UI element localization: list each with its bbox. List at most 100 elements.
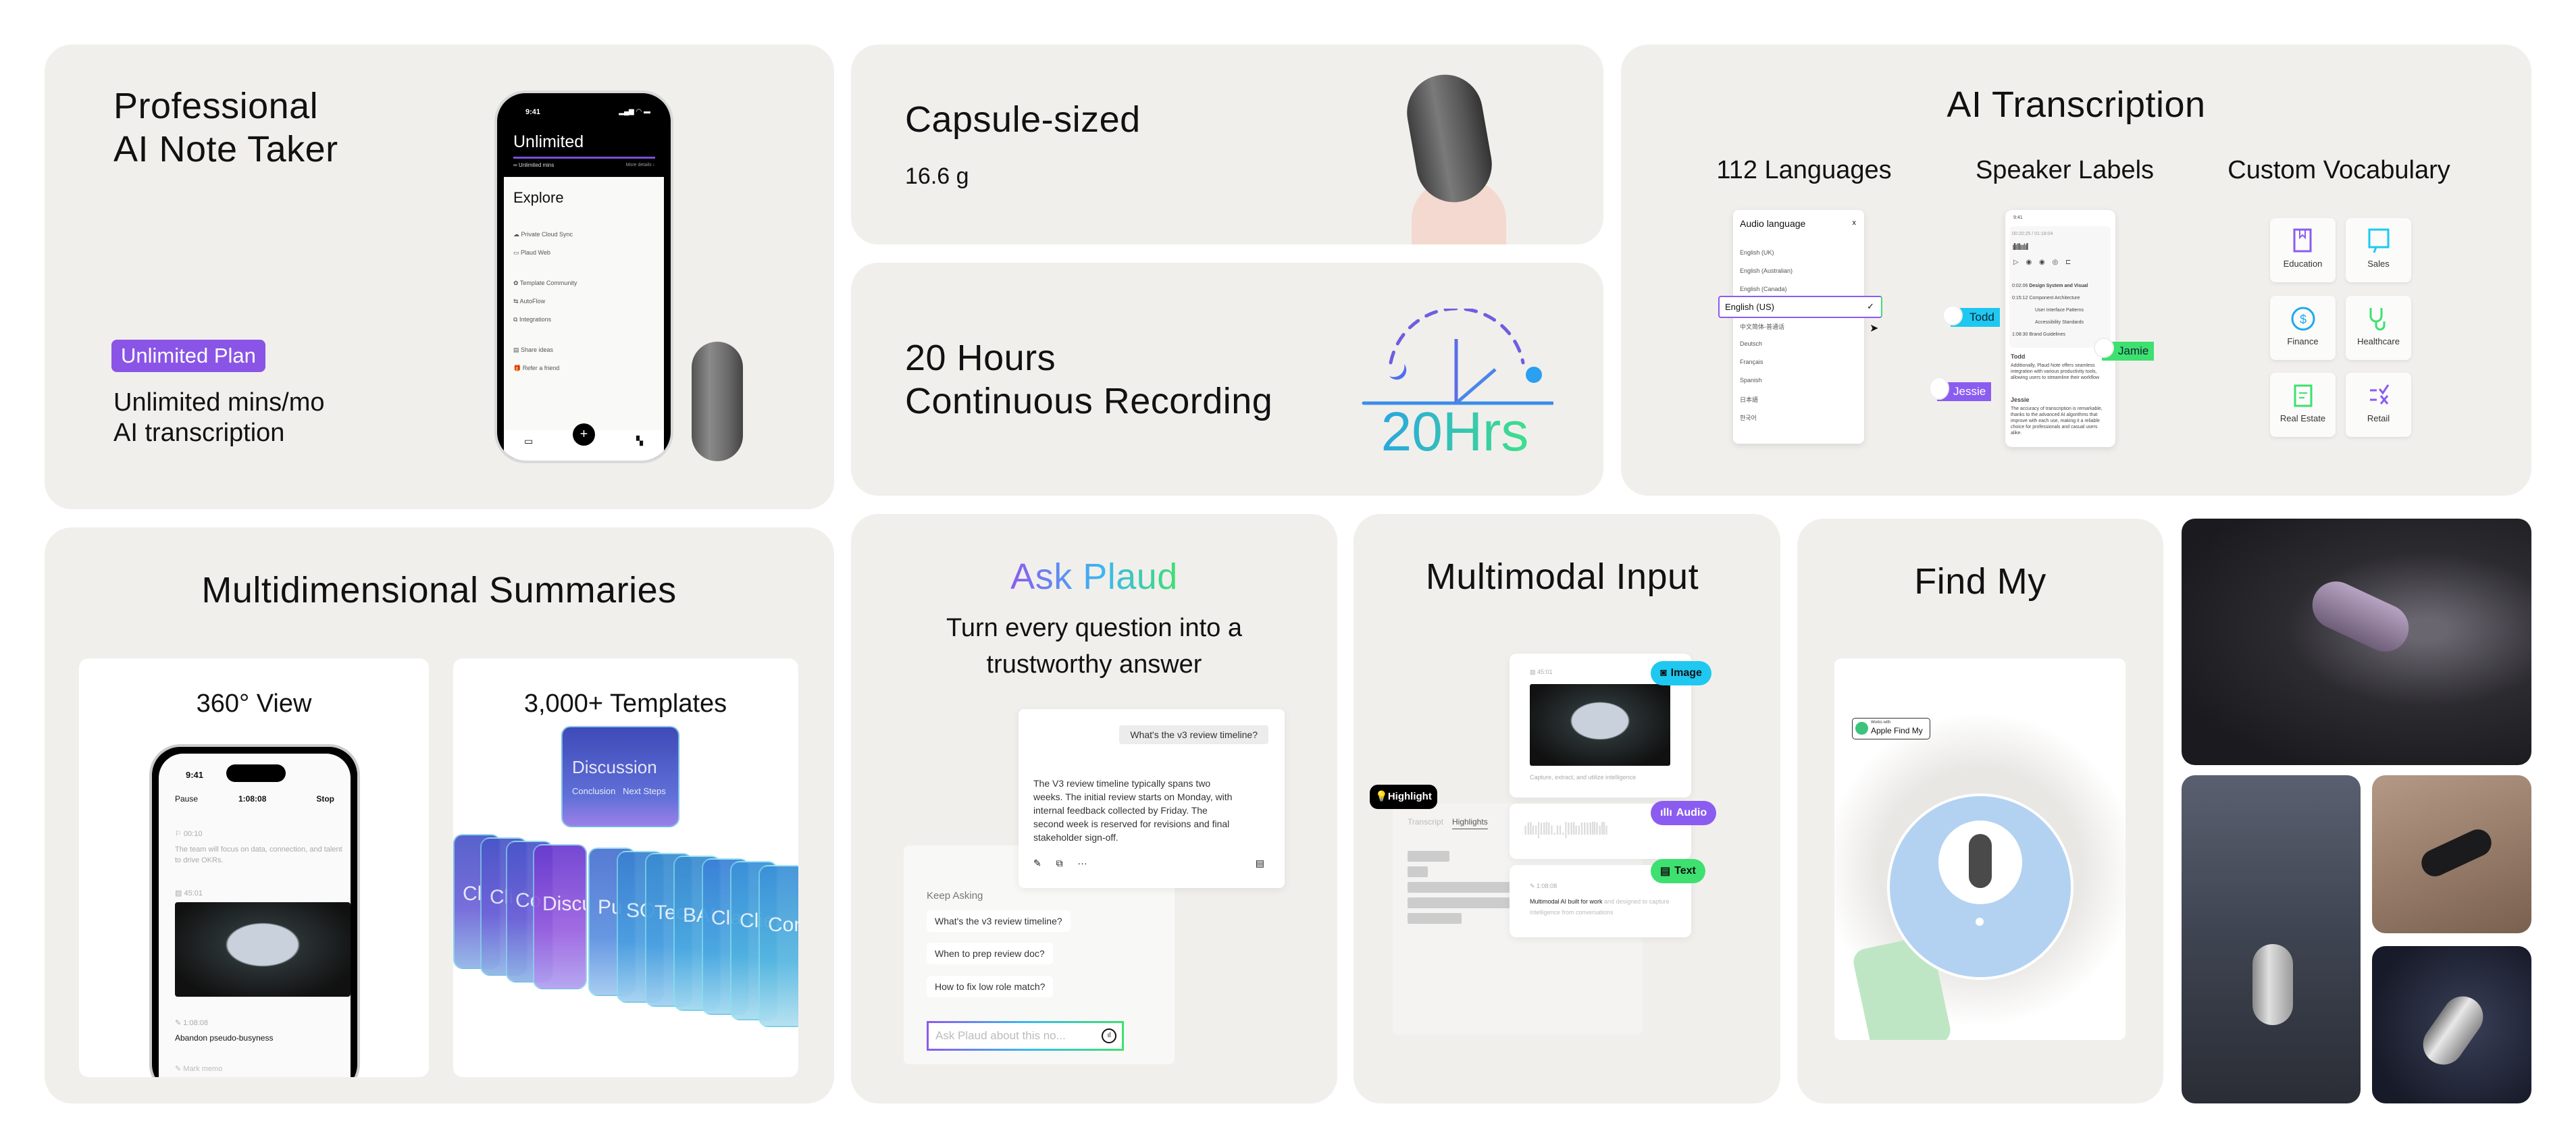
language-option[interactable]: English (Australian)	[1740, 267, 1793, 274]
player-controls[interactable]: ▷ ◉ ◉ ◎ ⊏	[2013, 259, 2071, 266]
ask-plaud-subtitle: Turn every question into a trustworthy a…	[946, 610, 1242, 683]
audio-waveform: ıIlıı|IIlIı.ıı.|IIlııIIIIllIıllı	[1523, 818, 1609, 839]
record-timer: 1:08:08	[238, 794, 267, 804]
vocab-tile-education[interactable]: Education	[2270, 218, 2336, 282]
device-capsule-icon	[1401, 68, 1498, 209]
capsule-title: Capsule-sized	[905, 99, 1141, 140]
close-icon[interactable]: x	[1852, 219, 1857, 227]
explore-item[interactable]: ☁ Private Cloud Sync	[513, 231, 573, 238]
multimodal-card: Multimodal Input Transcript Highlights 💡…	[1354, 514, 1780, 1103]
tile-label: Finance	[2287, 336, 2319, 346]
template-card-front[interactable]: Discussion Conclusion Next Steps	[561, 726, 679, 827]
transcript-text: Additionally, Plaud Note offers seamless…	[2011, 363, 2100, 380]
device-capsule-icon	[1969, 834, 1992, 888]
explore-item[interactable]: ⧉ Integrations	[513, 316, 551, 323]
tab-highlights[interactable]: Highlights	[1452, 817, 1488, 829]
suggestion-chip[interactable]: When to prep review doc?	[927, 943, 1053, 964]
text-bold: Multimodal AI built for work	[1530, 898, 1603, 905]
vocab-tile-sales[interactable]: Sales	[2346, 218, 2411, 282]
placeholder-line	[1408, 866, 1428, 877]
more-details-link[interactable]: More details ›	[625, 163, 654, 167]
find-my-icon	[1855, 722, 1868, 735]
memo-text: Abandon pseudo-busyness	[175, 1033, 274, 1043]
chapter-item[interactable]: 0:02:06 Design System and Visual	[2012, 280, 2088, 292]
template-card[interactable]: Con	[758, 865, 798, 1027]
explore-item[interactable]: 🎁 Refer a friend	[513, 365, 560, 371]
language-option[interactable]: 中文简体-普通话	[1740, 323, 1784, 330]
language-option[interactable]: English (UK)	[1740, 249, 1774, 256]
chapter-item[interactable]: 0:15:12 Component Architecture	[2012, 292, 2088, 305]
summaries-card: Multidimensional Summaries 360° View 9:4…	[45, 527, 834, 1103]
title-line: 20 Hours	[905, 338, 1056, 378]
cursor-icon: ➤	[1870, 323, 1879, 334]
add-recording-icon[interactable]: +	[573, 423, 595, 446]
tag-label: Jessie	[1953, 385, 1986, 398]
conference-photo	[175, 902, 351, 997]
template-title: Discussion	[572, 757, 657, 777]
vocab-tile-retail[interactable]: Retail	[2346, 373, 2411, 437]
dynamic-island	[226, 764, 286, 782]
suggestion-chip[interactable]: How to fix low role match?	[927, 976, 1054, 997]
languages-label: 112 Languages	[1716, 156, 1892, 184]
note-taker-title: Professional AI Note Taker	[113, 85, 338, 171]
voice-input-icon[interactable]: ıl	[1102, 1028, 1116, 1043]
flag-time: 00:10	[183, 830, 203, 838]
avatar	[2094, 338, 2114, 358]
speakers-label: Speaker Labels	[1975, 156, 2155, 184]
add-to-note-icon[interactable]: ▤	[1255, 858, 1264, 868]
badge-label: Image	[1670, 667, 1702, 679]
vocab-tile-finance[interactable]: $ Finance	[2270, 296, 2336, 360]
note-taker-card: Professional AI Note Taker Unlimited Pla…	[45, 45, 834, 509]
template-card[interactable]: Discussi	[533, 844, 587, 989]
language-option[interactable]: 日本語	[1740, 396, 1759, 403]
speaker-name: Todd	[2011, 353, 2026, 360]
language-option[interactable]: Français	[1740, 359, 1763, 365]
language-option[interactable]: Spanish	[1740, 377, 1762, 384]
recording-phone: 9:41 Pause 1:08:08 Stop ⚐ 00:10 The team…	[149, 744, 360, 1077]
suggestion-chip[interactable]: What's the v3 review timeline?	[927, 910, 1071, 932]
highlight-badge: 💡Highlight	[1370, 785, 1437, 809]
chapter-label: Design System and Visual	[2029, 284, 2088, 288]
templates-panel: 3,000+ Templates Cl Cli Ass Co Discussi …	[453, 658, 798, 1077]
chapter-item[interactable]: Accessibility Standards	[2012, 317, 2088, 329]
bottom-nav: ▭ + ▚	[504, 423, 664, 461]
flag-text: The team will focus on data, connection,…	[175, 845, 342, 864]
image-time: 45:01	[184, 889, 203, 897]
vocab-tile-healthcare[interactable]: Healthcare	[2346, 296, 2411, 360]
language-option[interactable]: English (Canada)	[1740, 286, 1787, 292]
more-icon[interactable]: ···	[1077, 858, 1087, 868]
edit-icon[interactable]: ✎	[1033, 858, 1041, 868]
chapter-time: 0:02:06	[2012, 284, 2028, 288]
folder-icon[interactable]: ▭	[524, 436, 534, 446]
transcript-text: The accuracy of transcription is remarka…	[2011, 407, 2103, 436]
ask-input[interactable]: Ask Plaud about this no... ıl	[927, 1021, 1124, 1051]
mark-memo-label: Mark memo	[183, 1065, 223, 1073]
plan-description: Unlimited mins/mo AI transcription	[113, 388, 325, 448]
answer-actions: ✎ ⧉ ···	[1033, 858, 1087, 869]
explore-item[interactable]: ▭ Plaud Web	[513, 249, 550, 256]
explore-item[interactable]: ⇆ AutoFlow	[513, 298, 546, 305]
explore-item[interactable]: ✿ Template Community	[513, 280, 577, 286]
arc-dashed	[1389, 309, 1525, 365]
item-label: Private Cloud Sync	[521, 231, 573, 238]
vocab-tile-real-estate[interactable]: Real Estate	[2270, 373, 2336, 437]
chapter-item[interactable]: User Interface Patterns	[2012, 305, 2088, 317]
copy-icon[interactable]: ⧉	[1056, 858, 1063, 868]
pause-button[interactable]: Pause	[175, 794, 199, 804]
language-option[interactable]: Deutsch	[1740, 340, 1763, 347]
answer-card: What's the v3 review timeline? The V3 re…	[1019, 709, 1285, 888]
explore-list: ☁ Private Cloud Sync ▭ Plaud Web ✿ Templ…	[513, 231, 655, 383]
audio-input-card: ıIlıı|IIlIı.ıı.|IIlııIIIIllIıllı	[1510, 804, 1691, 859]
mark-memo[interactable]: ✎ Mark memo	[175, 1065, 223, 1073]
badge-label: Audio	[1676, 807, 1707, 818]
explore-item[interactable]: ▤ Share ideas	[513, 346, 554, 353]
phone-mockup: 9:41 ▂▄▆ ◠ ▬ Unlimited ∞ Unlimited mins …	[494, 90, 673, 463]
stop-button[interactable]: Stop	[316, 794, 334, 804]
apps-icon[interactable]: ▚	[636, 436, 643, 446]
status-time: 9:41	[2013, 215, 2023, 220]
tab-transcript[interactable]: Transcript	[1408, 817, 1443, 827]
language-option[interactable]: 한국어	[1740, 415, 1757, 421]
chapter-item[interactable]: 1:08:30 Brand Guidelines	[2012, 329, 2088, 341]
avatar	[1942, 305, 1963, 325]
language-option-selected[interactable]: English (US) ✓	[1718, 296, 1882, 318]
